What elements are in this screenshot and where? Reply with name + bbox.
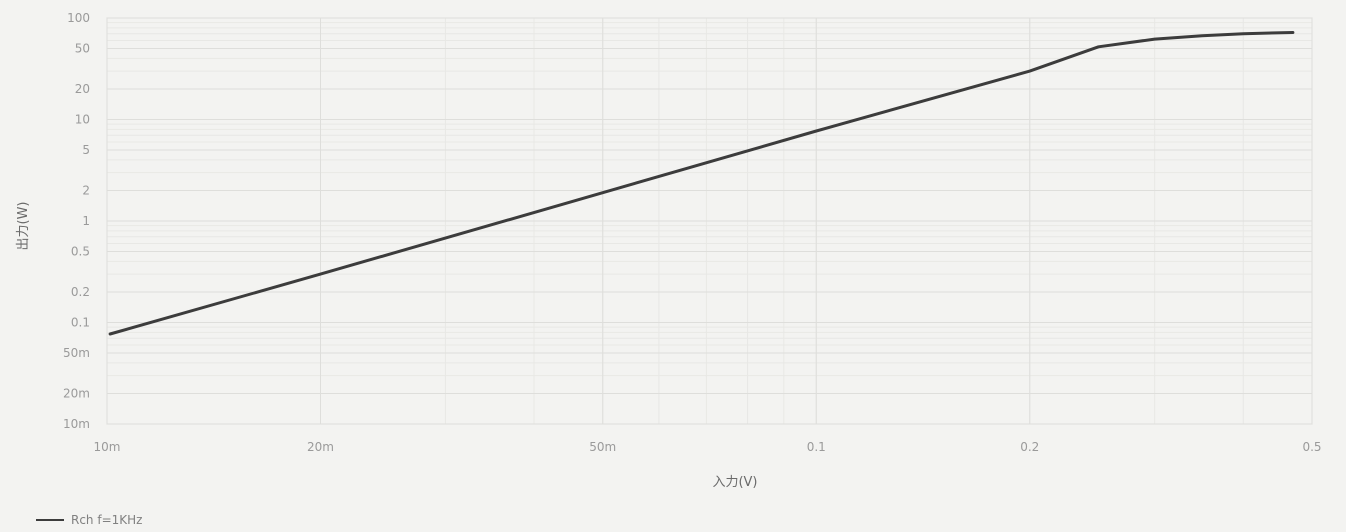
y-tick-label: 0.5 <box>71 245 90 259</box>
grid <box>106 17 1313 425</box>
y-tick-label: 10m <box>63 417 90 431</box>
x-tick-label: 50m <box>589 440 616 454</box>
y-tick-label: 0.2 <box>71 285 90 299</box>
x-tick-label: 0.2 <box>1020 440 1039 454</box>
y-tick-label: 50 <box>75 42 90 56</box>
legend-label-rch: Rch f=1KHz <box>71 513 142 527</box>
x-tick-label: 20m <box>307 440 334 454</box>
x-tick-label: 0.1 <box>807 440 826 454</box>
x-tick-labels: 10m 20m 50m 0.1 0.2 0.5 <box>94 440 1322 454</box>
series-line-rch <box>108 31 1295 336</box>
y-tick-label: 20m <box>63 386 90 400</box>
x-tick-label: 0.5 <box>1302 440 1321 454</box>
x-tick-label: 10m <box>94 440 121 454</box>
y-tick-label: 100 <box>67 11 90 25</box>
y-tick-label: 2 <box>82 183 90 197</box>
y-tick-label: 20 <box>75 82 90 96</box>
y-axis-label: 出力(W) <box>16 202 31 251</box>
series-layer <box>108 31 1295 336</box>
y-tick-label: 1 <box>82 214 90 228</box>
legend: Rch f=1KHz <box>36 513 142 527</box>
y-tick-labels: 100 50 20 10 5 2 1 0.5 0.2 0.1 50m 20m 10m <box>63 11 90 431</box>
y-tick-label: 10 <box>75 113 90 127</box>
y-tick-label: 50m <box>63 346 90 360</box>
y-tick-label: 0.1 <box>71 316 90 330</box>
x-axis-label: 入力(V) <box>712 475 757 490</box>
y-tick-label: 5 <box>82 143 90 157</box>
